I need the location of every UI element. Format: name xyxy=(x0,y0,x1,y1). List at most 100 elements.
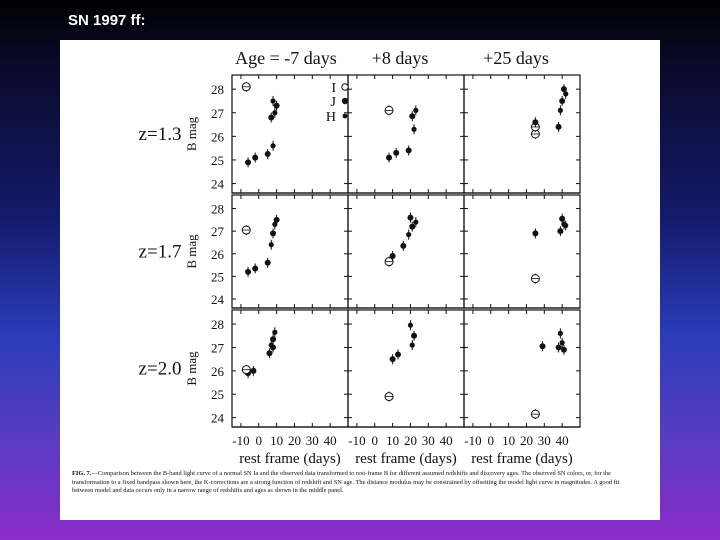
data-point-r0-c2-3 xyxy=(555,123,562,130)
panel-frame-r1-c0 xyxy=(231,194,349,309)
data-point-r1-c2-5 xyxy=(563,222,569,229)
data-point-r2-c2-4 xyxy=(560,346,567,353)
data-point-r2-c1-4 xyxy=(411,332,418,339)
figure-panel: Age = -7 days +8 days +25 days 24 25 26 27 28 z=… xyxy=(60,40,660,520)
data-point-r2-c0-3 xyxy=(266,350,273,357)
y-tick-label-r0-0: 24 xyxy=(211,177,225,192)
x-axis-label-0: rest frame (days) xyxy=(239,451,341,467)
data-point-r2-c1-2 xyxy=(394,351,401,358)
data-point-r1-c1-1 xyxy=(389,253,396,260)
x-axis-label-1: rest frame (days) xyxy=(355,451,457,467)
x-tick-label-c0-1: 0 xyxy=(256,433,263,448)
x-axis-label-2: rest frame (days) xyxy=(471,451,573,467)
y-tick-label-r1-2: 26 xyxy=(211,247,225,262)
data-point-r1-c0-3 xyxy=(268,242,274,248)
x-tick-label-c1-4: 30 xyxy=(422,433,435,448)
legend-label-2: H xyxy=(326,110,336,125)
data-point-r1-c1-3 xyxy=(406,231,412,238)
data-point-r0-c1-5 xyxy=(413,107,419,113)
x-tick-label-c0-2: 10 xyxy=(270,433,283,448)
y-tick-label-r1-1: 25 xyxy=(211,269,224,284)
y-tick-label-r1-0: 24 xyxy=(211,292,225,307)
legend-label-0: I xyxy=(331,81,336,96)
y-axis-label-0: B mag xyxy=(184,116,199,151)
data-point-r0-c2-5 xyxy=(559,97,566,104)
data-point-r1-c1-2 xyxy=(400,242,407,249)
panel-frame-r0-c1 xyxy=(347,74,465,194)
data-point-r1-c0-4 xyxy=(270,230,277,237)
caption-text: —Comparison between the B-band light cur… xyxy=(72,470,620,495)
y-tick-label-r1-4: 28 xyxy=(211,202,224,217)
x-tick-label-c2-2: 10 xyxy=(502,433,515,448)
row-label-1: z=1.7 xyxy=(139,242,182,263)
x-tick-label-c1-3: 20 xyxy=(404,433,417,448)
x-tick-label-c2-3: 20 xyxy=(520,433,533,448)
data-point-r2-c1-5 xyxy=(407,322,414,328)
data-point-r0-c0-6 xyxy=(273,102,280,109)
legend-marker-0 xyxy=(341,83,349,91)
panel-frame-r0-c2 xyxy=(463,74,581,194)
data-point-r1-c0-1 xyxy=(252,265,259,272)
x-tick-label-c1-2: 10 xyxy=(386,433,399,448)
data-point-r2-c1-3 xyxy=(409,342,415,348)
caption-label: FIG. 7. xyxy=(72,470,92,477)
data-point-r2-c0-6 xyxy=(272,329,278,335)
data-point-r0-c0-7 xyxy=(270,98,276,104)
data-point-r0-c0-5 xyxy=(272,110,278,116)
slide-title: SN 1997 ff: xyxy=(68,12,146,29)
y-tick-label-r2-4: 28 xyxy=(211,317,224,332)
data-point-r2-c2-3 xyxy=(559,340,565,346)
data-point-r0-c1-4 xyxy=(409,113,416,120)
data-point-r1-c1-6 xyxy=(407,214,414,221)
data-point-r1-c0-2 xyxy=(264,259,271,266)
data-point-r0-c0-3 xyxy=(270,143,276,149)
data-point-r1-c2-1 xyxy=(532,230,539,237)
y-tick-label-r0-2: 26 xyxy=(211,129,225,144)
data-point-r1-c0-6 xyxy=(273,216,280,223)
data-point-r0-c1-3 xyxy=(411,126,417,132)
y-tick-label-r2-1: 25 xyxy=(211,387,224,402)
light-curve-grid-chart: Age = -7 days +8 days +25 days 24 25 26 27 28 z=… xyxy=(139,48,581,467)
y-tick-label-r1-3: 27 xyxy=(211,224,225,239)
data-point-r0-c0-4 xyxy=(268,114,275,121)
row-label-0: z=1.3 xyxy=(139,124,182,145)
y-tick-label-r2-3: 27 xyxy=(211,340,225,355)
y-axis-label-2: B mag xyxy=(184,351,199,386)
data-point-r2-c0-7 xyxy=(270,344,277,351)
data-point-r2-c2-1 xyxy=(539,343,546,350)
column-title-0: Age = -7 days xyxy=(235,48,337,68)
x-tick-label-c0-4: 30 xyxy=(306,433,319,448)
data-point-r2-c2-2 xyxy=(555,344,562,351)
data-point-r0-c1-1 xyxy=(393,149,400,156)
x-tick-label-c1-5: 40 xyxy=(440,433,453,448)
x-tick-label-c2-5: 40 xyxy=(556,433,569,448)
data-point-r0-c1-2 xyxy=(405,147,412,154)
data-point-r0-c0-0 xyxy=(245,159,252,166)
panel-frame-r2-c2 xyxy=(463,309,581,428)
x-tick-label-c1-0: -10 xyxy=(348,433,365,448)
x-tick-label-c0-0: -10 xyxy=(232,433,249,448)
panel-frame-r1-c1 xyxy=(347,194,465,309)
x-tick-label-c0-5: 40 xyxy=(324,433,337,448)
y-axis-label-1: B mag xyxy=(184,234,199,269)
y-tick-label-r0-1: 25 xyxy=(211,153,224,168)
x-tick-label-c0-3: 20 xyxy=(288,433,301,448)
legend-label-1: J xyxy=(331,95,337,110)
data-point-r2-c0-5 xyxy=(270,336,277,343)
y-tick-label-r2-0: 24 xyxy=(211,411,225,426)
data-point-r0-c2-4 xyxy=(557,107,563,113)
data-point-r1-c1-5 xyxy=(413,219,419,225)
y-tick-label-r2-2: 26 xyxy=(211,364,225,379)
data-point-r1-c1-4 xyxy=(409,223,416,230)
data-point-r0-c0-2 xyxy=(264,151,271,158)
column-title-2: +25 days xyxy=(483,48,549,68)
data-point-r0-c0-1 xyxy=(252,154,259,161)
data-point-r0-c2-2 xyxy=(532,119,539,126)
data-point-r2-c0-1 xyxy=(250,367,257,374)
data-point-r1-c0-0 xyxy=(245,268,252,275)
x-tick-label-c2-0: -10 xyxy=(464,433,481,448)
y-tick-label-r0-3: 27 xyxy=(211,106,225,121)
data-point-r0-c2-7 xyxy=(560,86,567,93)
data-point-r1-c2-4 xyxy=(559,215,566,222)
x-tick-label-c1-1: 0 xyxy=(372,433,379,448)
